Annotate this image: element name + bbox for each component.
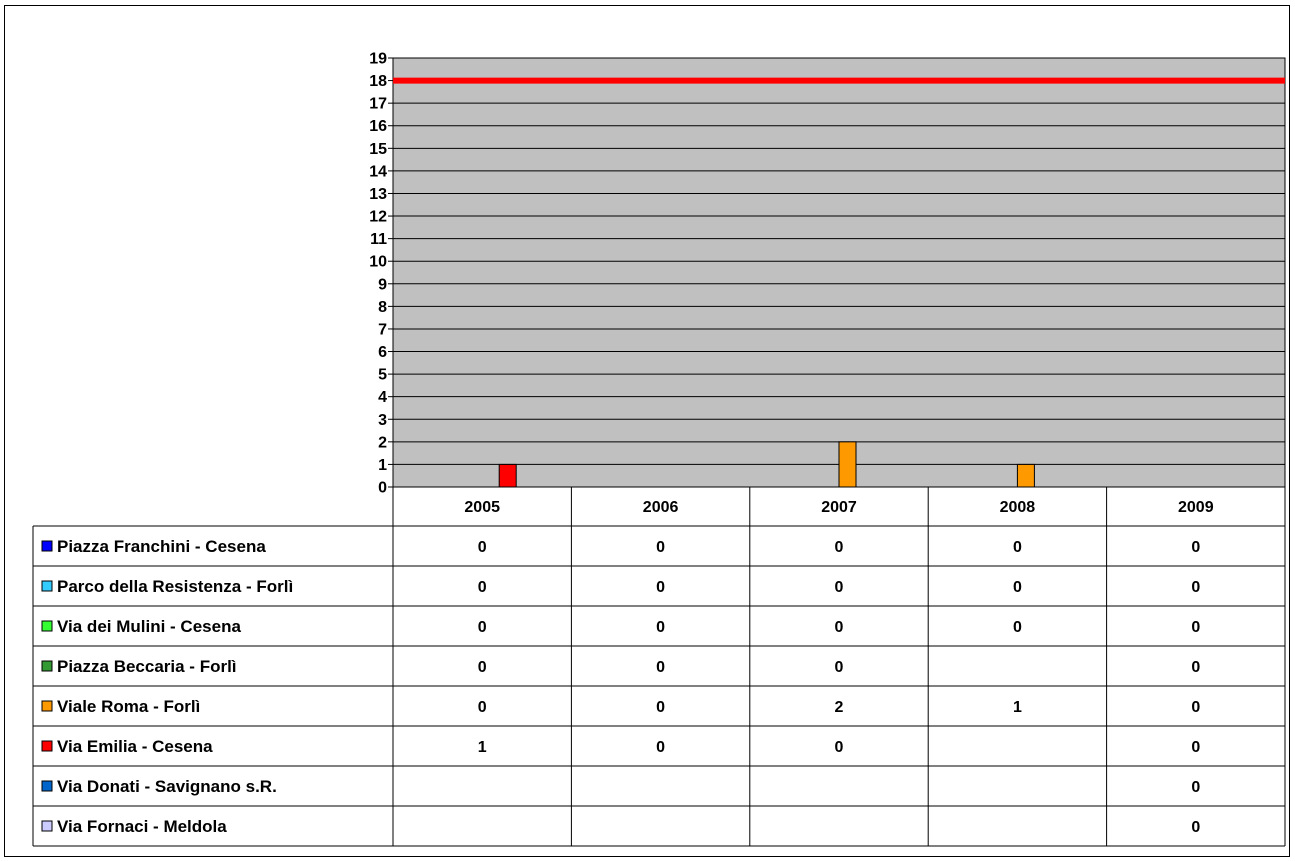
chart-frame: 0 1 2 3 4 5 6 7 8 9 10 11 12 13 14 15 16 17 18 19 2005 2006 2… [4, 5, 1290, 857]
bar [1016, 463, 1035, 488]
y-tick-label: 18 [369, 73, 387, 90]
data-label: 0 [478, 579, 487, 596]
data-label: 0 [835, 659, 844, 676]
y-tick-label: 17 [369, 96, 387, 113]
x-tick-label: 2009 [1178, 499, 1214, 516]
legend-label: Via dei Mulini - Cesena [57, 617, 241, 636]
data-label: 1 [478, 739, 487, 756]
legend-label: Via Fornaci - Meldola [57, 817, 227, 836]
data-label: 0 [656, 539, 665, 556]
y-tick-label: 14 [369, 163, 387, 180]
data-label: 0 [656, 739, 665, 756]
y-tick-label: 8 [378, 299, 387, 316]
y-tick-label: 5 [378, 367, 387, 384]
plot-area [392, 57, 1286, 488]
data-label: 0 [656, 619, 665, 636]
y-tick-label: 9 [378, 276, 387, 293]
data-label: 1 [1013, 699, 1022, 716]
x-tick-label: 2008 [1000, 499, 1036, 516]
y-tick-label: 6 [378, 344, 387, 361]
y-tick-label: 7 [378, 321, 387, 338]
data-label: 0 [478, 619, 487, 636]
data-label: 0 [835, 739, 844, 756]
data-label: 0 [1191, 739, 1200, 756]
bar [838, 441, 857, 488]
data-label: 0 [1013, 539, 1022, 556]
y-tick-label: 10 [369, 254, 387, 271]
y-tick-label: 0 [378, 480, 387, 497]
legend-swatch [41, 820, 53, 832]
y-tick-label: 3 [378, 412, 387, 429]
y-tick-label: 2 [378, 434, 387, 451]
x-tick-label: 2005 [464, 499, 500, 516]
y-tick-label: 15 [369, 141, 387, 158]
legend-swatch [41, 700, 53, 712]
x-tick-label: 2007 [821, 499, 857, 516]
data-label: 0 [1191, 619, 1200, 636]
legend-swatch [41, 540, 53, 552]
data-label: 0 [1191, 819, 1200, 836]
data-label: 0 [835, 619, 844, 636]
data-label: 0 [656, 699, 665, 716]
legend-label: Via Donati - Savignano s.R. [57, 777, 277, 796]
legend-swatch [41, 660, 53, 672]
data-label: 0 [478, 699, 487, 716]
legend-swatch [41, 780, 53, 792]
data-label: 0 [1191, 539, 1200, 556]
legend-label: Via Emilia - Cesena [57, 737, 213, 756]
legend-swatch [41, 580, 53, 592]
x-tick-label: 2006 [643, 499, 679, 516]
legend-swatch [41, 620, 53, 632]
y-tick-label: 11 [370, 231, 387, 248]
y-tick-label: 4 [378, 389, 387, 406]
data-label: 0 [1013, 619, 1022, 636]
y-tick-label: 19 [369, 51, 387, 68]
legend-label: Piazza Franchini - Cesena [57, 537, 266, 556]
data-label: 0 [656, 659, 665, 676]
legend-label: Viale Roma - Forlì [57, 697, 200, 716]
data-label: 0 [1013, 579, 1022, 596]
data-label: 0 [1191, 659, 1200, 676]
data-label: 0 [656, 579, 665, 596]
legend-label: Piazza Beccaria - Forlì [57, 657, 237, 676]
y-tick-label: 13 [369, 186, 387, 203]
data-label: 0 [1191, 779, 1200, 796]
data-label: 0 [1191, 699, 1200, 716]
data-label: 0 [835, 539, 844, 556]
data-label: 0 [478, 539, 487, 556]
bar [498, 463, 517, 488]
y-tick-label: 16 [369, 118, 387, 135]
data-label: 0 [1191, 579, 1200, 596]
legend-label: Parco della Resistenza - Forlì [57, 577, 293, 596]
data-label: 0 [478, 659, 487, 676]
y-tick-label: 12 [369, 209, 387, 226]
data-label: 2 [835, 699, 844, 716]
data-label: 0 [835, 579, 844, 596]
y-tick-label: 1 [378, 457, 387, 474]
legend-swatch [41, 740, 53, 752]
